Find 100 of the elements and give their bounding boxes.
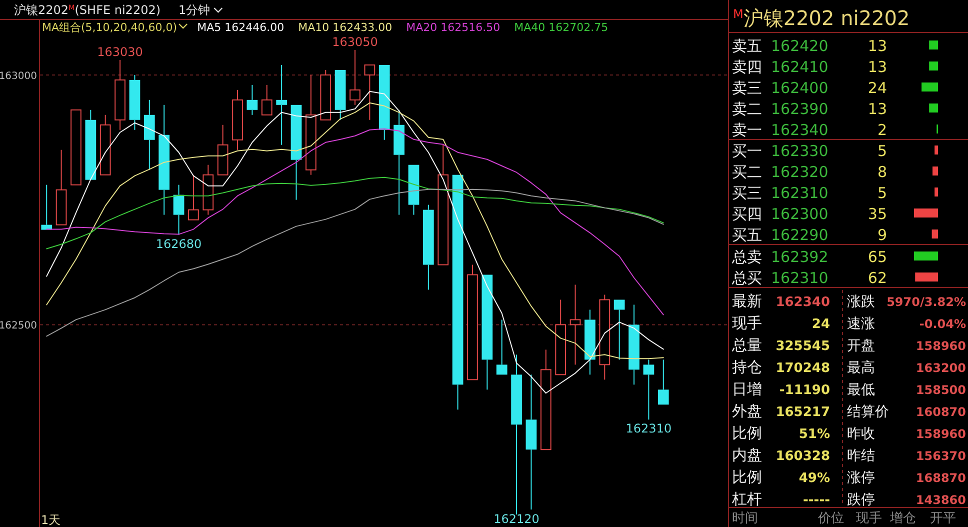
candlestick <box>158 104 170 216</box>
text: 160328 <box>776 449 830 464</box>
bar <box>932 166 938 176</box>
data-label: 8 <box>877 163 887 181</box>
annotation: 162680 <box>156 236 202 251</box>
text: ----- <box>803 493 830 508</box>
bar <box>929 62 938 70</box>
text: MA10 162433.00 <box>298 21 392 34</box>
text: 162410 <box>771 58 828 76</box>
text: 156370 <box>916 449 966 463</box>
text: 持仓 <box>732 358 762 376</box>
data-label: 13 <box>868 37 887 55</box>
text: -11190 <box>779 383 830 398</box>
y-tick-label: 卖三 <box>732 79 762 97</box>
candlestick <box>144 99 155 170</box>
y-tick-label: 162500 <box>0 320 37 332</box>
annotation: 163030 <box>97 44 143 59</box>
text: 162340 <box>771 121 828 139</box>
text: 总量 <box>731 336 762 354</box>
text: 162300 <box>771 205 828 223</box>
data-label: 65 <box>868 248 887 266</box>
text: 最新 <box>732 292 762 310</box>
text: -0.04% <box>919 317 966 331</box>
text: 162392 <box>771 248 828 266</box>
annotation: 163050 <box>332 34 378 49</box>
y-tick-label: 卖二 <box>732 100 762 118</box>
y-tick-label: 买一 <box>732 142 762 160</box>
bar <box>922 82 938 92</box>
chart-subtitle: 1分钟 <box>178 3 210 17</box>
text: 跌停 <box>847 492 875 508</box>
data-label: 35 <box>868 205 887 223</box>
data-label: 13 <box>868 58 887 76</box>
candlestick <box>628 304 640 386</box>
text: 开平 <box>930 511 956 526</box>
text: 158500 <box>916 383 966 397</box>
text: 昨收 <box>847 426 875 442</box>
text: 日增 <box>732 380 762 398</box>
candlestick <box>584 309 596 376</box>
text: 外盘 <box>732 402 762 420</box>
text: 内盘 <box>732 446 762 464</box>
bar <box>929 104 938 112</box>
data-label: 62 <box>868 269 887 287</box>
y-tick-label: 总卖 <box>731 248 762 266</box>
text: 163200 <box>916 361 966 375</box>
annotation: 162120 <box>494 512 540 526</box>
text: 170248 <box>776 361 830 376</box>
line-series <box>46 102 664 360</box>
annotation: 1天 <box>41 513 61 527</box>
bar <box>932 230 938 238</box>
text: 51% <box>798 427 830 442</box>
text: MA20 162516.50 <box>406 21 500 34</box>
text: MA40 162702.75 <box>514 21 608 34</box>
candlestick <box>526 374 537 510</box>
candlestick <box>394 109 404 216</box>
candlestick <box>511 354 522 516</box>
text: 最低 <box>847 382 875 398</box>
candlestick <box>232 89 243 150</box>
candlestick <box>276 64 288 146</box>
line-series <box>46 188 664 337</box>
candlestick <box>643 359 654 420</box>
data-label: 13 <box>868 100 887 118</box>
data-label: 5 <box>877 142 887 160</box>
text: 49% <box>798 471 830 486</box>
text: 143860 <box>916 493 966 507</box>
text: 杠杆 <box>731 490 762 508</box>
candlestick <box>599 294 610 380</box>
text: 162390 <box>771 100 828 118</box>
y-tick-label: 买四 <box>732 205 762 223</box>
chart-title: 沪镍2202$^{M}$(SHFE ni2202) <box>14 2 161 17</box>
y-tick-label: 163000 <box>0 70 37 82</box>
candlestick <box>350 49 360 106</box>
data-label: 2 <box>877 121 887 139</box>
text: 162420 <box>771 37 828 55</box>
text: 比例 <box>732 468 762 486</box>
candlestick <box>570 284 581 366</box>
y-tick-label: 卖五 <box>732 37 762 55</box>
line-series <box>46 176 664 250</box>
text: 162290 <box>771 226 828 244</box>
text: 结算价 <box>847 404 889 420</box>
y-tick-label: 卖四 <box>732 58 762 76</box>
text: 158960 <box>916 427 966 441</box>
candlestick <box>246 84 258 116</box>
text: 168870 <box>916 471 966 485</box>
text: 现手 <box>732 314 762 332</box>
text: 昨结 <box>847 448 875 464</box>
text: 增仓 <box>889 511 916 526</box>
data-label: 24 <box>868 79 887 97</box>
text: 158960 <box>916 339 966 353</box>
bar <box>934 188 938 196</box>
text: 最高 <box>847 360 875 376</box>
chart-title: $^{M}$沪镍2202 ni2202 <box>733 6 910 30</box>
text: 5970/3.82% <box>886 295 966 309</box>
candlestick <box>202 164 214 216</box>
candlestick <box>173 184 184 236</box>
y-tick-label: 买二 <box>732 163 762 181</box>
text: 162310 <box>771 184 828 202</box>
data-label: 5 <box>877 184 887 202</box>
text: 162400 <box>771 79 828 97</box>
y-tick-label: 卖一 <box>732 121 762 139</box>
text: MA5 162446.00 <box>197 21 284 34</box>
